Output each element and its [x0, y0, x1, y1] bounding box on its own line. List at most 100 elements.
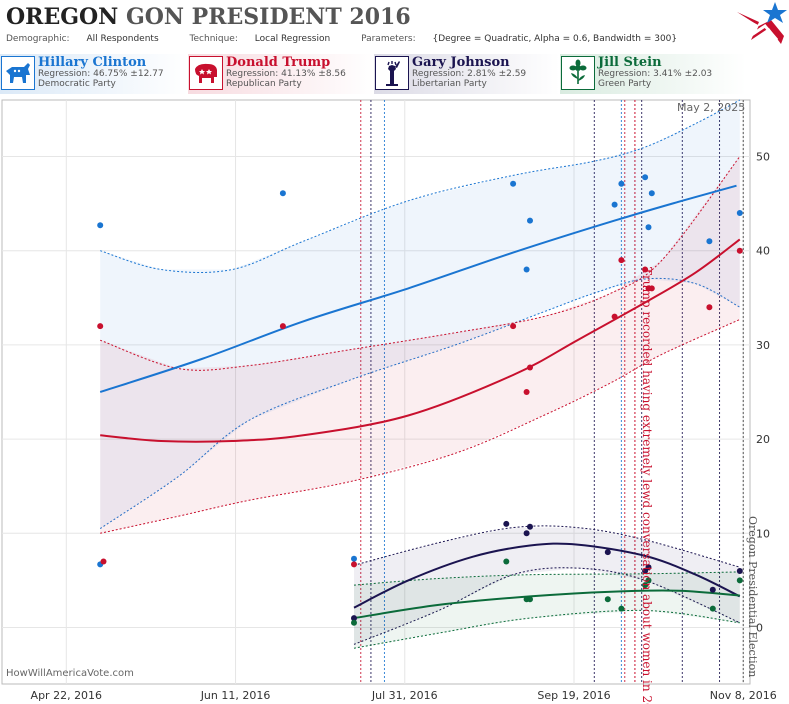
band-lower-johnson	[353, 567, 741, 645]
x-tick-label: Jul 31, 2016	[371, 689, 438, 702]
band-lower-stein	[353, 609, 740, 649]
demographic-label: Demographic:	[6, 34, 70, 44]
poll-point-clinton	[706, 238, 713, 245]
y-tick-label: 30	[756, 339, 770, 352]
candidate-regression: Regression: 2.81% ±2.59	[412, 69, 527, 79]
poll-point-clinton	[351, 555, 357, 562]
poll-point-stein	[642, 582, 649, 589]
technique-label: Technique:	[189, 34, 238, 44]
poll-point-johnson	[503, 520, 510, 527]
y-tick-label: 0	[756, 621, 763, 634]
annotation-label: Oregon Presidential Election	[746, 516, 759, 677]
x-tick-label: Nov 8, 2016	[710, 689, 777, 702]
poll-point-clinton	[642, 174, 649, 181]
poll-point-stein	[645, 577, 652, 584]
demographic-value: All Respondents	[86, 34, 159, 44]
poll-point-trump	[736, 247, 743, 254]
annotation-label: Trump recorded having extremely lewd con…	[640, 267, 654, 704]
poll-point-trump	[510, 323, 517, 330]
y-tick-label: 20	[756, 433, 770, 446]
band-upper-johnson	[353, 525, 740, 568]
poll-point-johnson	[709, 586, 716, 593]
poll-point-clinton	[510, 180, 517, 187]
candidate-name: Jill Stein	[598, 55, 662, 70]
poll-point-trump	[100, 558, 107, 565]
poll-point-stein	[351, 619, 357, 626]
poll-point-stein	[503, 558, 510, 565]
trend-line-trump	[100, 238, 741, 443]
flower-icon	[561, 56, 595, 90]
poll-point-trump	[97, 323, 104, 330]
candidate-party: Green Party	[598, 79, 652, 89]
poll-point-johnson	[604, 549, 611, 556]
candidate-name: Hillary Clinton	[38, 55, 147, 70]
poll-point-clinton	[645, 224, 652, 231]
statue-of-liberty-icon	[375, 56, 409, 90]
poll-point-stein	[618, 605, 625, 612]
poll-point-clinton	[648, 190, 655, 197]
band-lower-clinton	[99, 277, 741, 530]
poll-point-clinton	[527, 217, 533, 224]
poll-point-stein	[604, 596, 611, 603]
page-title: OREGON GON PRESIDENT 2016	[6, 4, 411, 30]
parameters-line: Demographic: All Respondents Technique: …	[6, 34, 705, 44]
poll-point-trump	[527, 364, 533, 371]
parameters-value: {Degree = Quadratic, Alpha = 0.6, Bandwi…	[432, 34, 678, 44]
candidate-regression: Regression: 41.13% ±8.56	[226, 69, 346, 79]
poll-point-johnson	[527, 523, 533, 530]
y-tick-label: 40	[756, 245, 770, 258]
poll-point-clinton	[97, 222, 104, 229]
confidence-band-johnson	[354, 527, 740, 645]
poll-point-clinton	[279, 190, 286, 197]
candidate-name: Gary Johnson	[412, 55, 510, 70]
x-tick-label: Apr 22, 2016	[31, 689, 103, 702]
candidate-party: Republican Party	[226, 79, 302, 89]
candidate-card-trump[interactable]: Donald Trump Regression: 41.13% ±8.56 Re…	[188, 54, 374, 94]
trend-line-clinton	[99, 184, 737, 393]
candidate-card-clinton[interactable]: Hillary Clinton Regression: 46.75% ±12.7…	[0, 54, 188, 94]
trend-line-johnson	[353, 542, 741, 609]
poll-point-trump	[279, 323, 286, 330]
candidate-party: Libertarian Party	[412, 79, 487, 89]
poll-point-trump	[611, 313, 618, 320]
band-upper-stein	[353, 571, 740, 586]
poll-point-stein	[709, 605, 716, 612]
poll-point-stein	[527, 596, 533, 603]
poll-point-clinton	[523, 266, 530, 273]
poll-point-johnson	[645, 564, 652, 571]
parameters-label: Parameters:	[361, 34, 416, 44]
candidate-party: Democratic Party	[38, 79, 116, 89]
poll-point-trump	[351, 561, 357, 568]
title-rest: GON PRESIDENT 2016	[125, 4, 411, 30]
poll-point-trump	[523, 389, 530, 395]
elephant-icon	[189, 56, 223, 90]
watermark: HowWillAmericaVote.com	[6, 668, 134, 679]
candidate-legend: Hillary Clinton Regression: 46.75% ±12.7…	[0, 54, 789, 94]
technique-value: Local Regression	[254, 34, 331, 44]
plot-area	[1, 99, 751, 685]
poll-point-clinton	[736, 210, 743, 216]
poll-point-trump	[642, 266, 649, 273]
poll-point-johnson	[736, 568, 743, 574]
flag-logo-icon	[737, 2, 787, 44]
y-tick-label: 50	[756, 151, 770, 164]
candidate-card-johnson[interactable]: Gary Johnson Regression: 2.81% ±2.59 Lib…	[374, 54, 560, 94]
date-stamp: May 2, 2025	[677, 101, 746, 114]
poll-point-johnson	[523, 530, 530, 537]
candidate-regression: Regression: 3.41% ±2.03	[598, 69, 713, 79]
state-name: OREGON	[6, 4, 119, 30]
poll-point-stein	[736, 577, 743, 584]
candidate-regression: Regression: 46.75% ±12.77	[38, 69, 164, 79]
poll-point-johnson	[351, 615, 357, 622]
candidate-name: Donald Trump	[226, 55, 331, 70]
poll-point-trump	[706, 304, 713, 311]
candidate-card-stein[interactable]: Jill Stein Regression: 3.41% ±2.03 Green…	[560, 54, 746, 94]
trend-line-stein	[353, 589, 740, 620]
y-tick-label: 10	[756, 527, 770, 540]
poll-point-clinton	[611, 201, 618, 208]
confidence-band-clinton	[100, 100, 740, 529]
poll-point-trump	[648, 285, 655, 292]
poll-point-trump	[618, 257, 625, 264]
regression-chart: 0 10 20 30 40 50 Apr 22, 2016 Jun 11, 2016 Jul 3…	[1, 99, 777, 704]
poll-point-clinton	[618, 180, 625, 187]
